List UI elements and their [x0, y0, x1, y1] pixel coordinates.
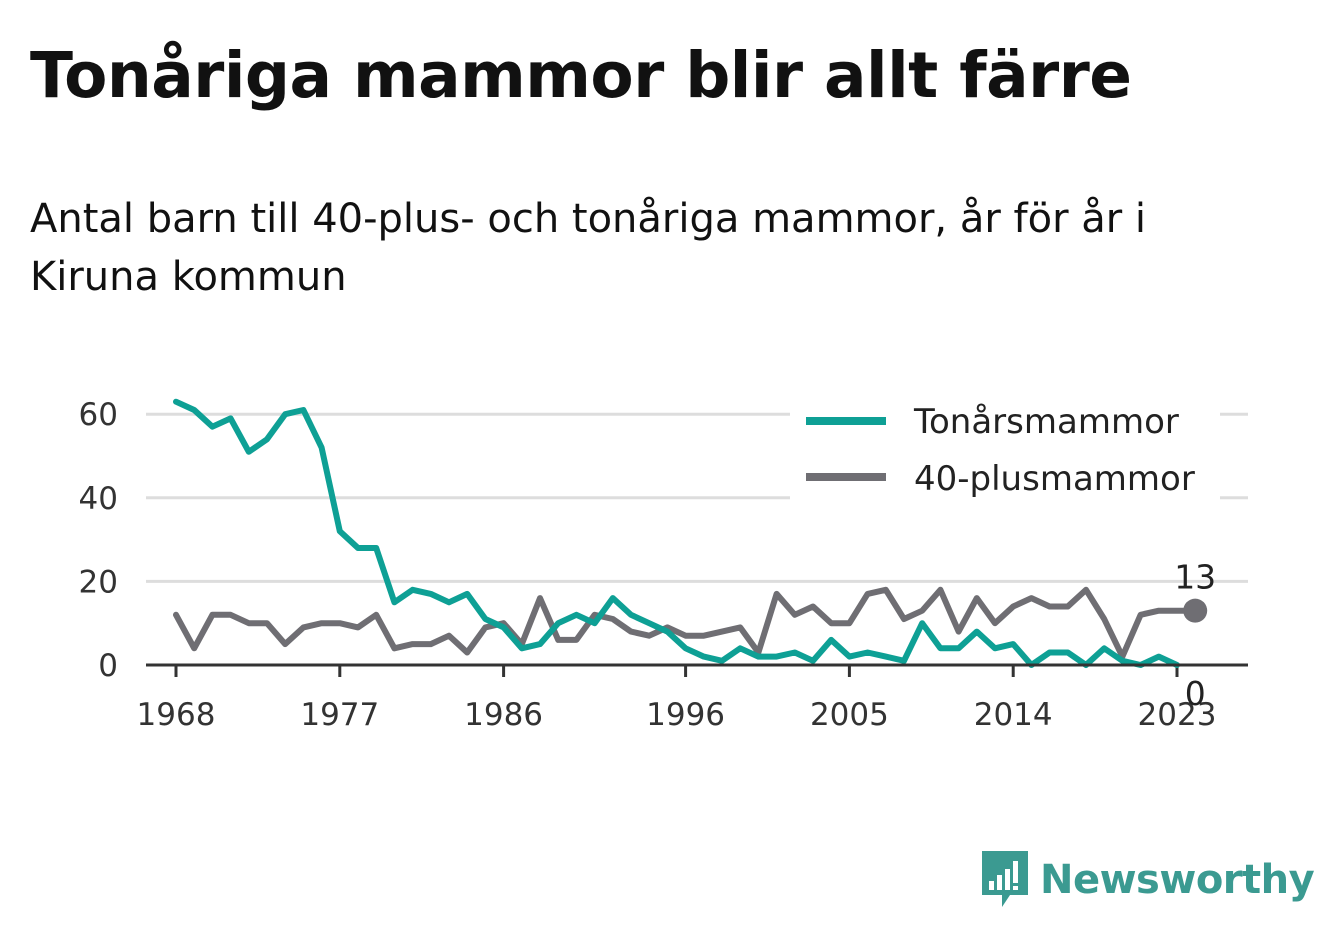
legend-label-40-plusmammor: 40-plusmammor [914, 459, 1195, 499]
x-tick-label: 1996 [646, 697, 725, 733]
logo-text: Newsworthy [1040, 857, 1315, 903]
end-label-40-plusmammor: 13 [1174, 558, 1216, 597]
newsworthy-logo-icon [982, 851, 1028, 907]
x-tick-label: 2005 [810, 697, 889, 733]
y-tick-label: 0 [98, 648, 118, 684]
y-axis-ticks: 0 20 40 60 [79, 397, 118, 684]
legend: Tonårsmammor 40-plusmammor [790, 398, 1220, 508]
x-tick-label: 1968 [137, 697, 216, 733]
x-tick-label: 1986 [464, 697, 543, 733]
x-tick-label: 2023 [1138, 697, 1217, 733]
y-tick-label: 40 [79, 481, 118, 517]
end-labels: 13 0 [1174, 558, 1216, 713]
x-tick-label: 2014 [974, 697, 1053, 733]
series-line-tonarsmammor [173, 398, 1180, 668]
y-tick-label: 60 [79, 397, 118, 433]
legend-background [790, 398, 1220, 508]
series-lines [173, 398, 1199, 668]
end-point-40-plusmammor [1183, 598, 1208, 623]
legend-label-tonarsmammor: Tonårsmammor [913, 402, 1179, 442]
y-tick-label: 20 [79, 564, 118, 600]
x-axis-ticks: 1968 1977 1986 1996 2005 2014 2023 [137, 665, 1217, 733]
chart-subtitle: Antal barn till 40-plus- och tonåriga ma… [30, 196, 1147, 300]
series-line-40-plusmammor [173, 586, 1199, 660]
newsworthy-logo: Newsworthy [980, 848, 1315, 912]
chart-title: Tonåriga mammor blir allt färre [30, 39, 1132, 112]
x-tick-label: 1977 [300, 697, 379, 733]
end-label-tonarsmammor: 0 [1185, 674, 1206, 713]
